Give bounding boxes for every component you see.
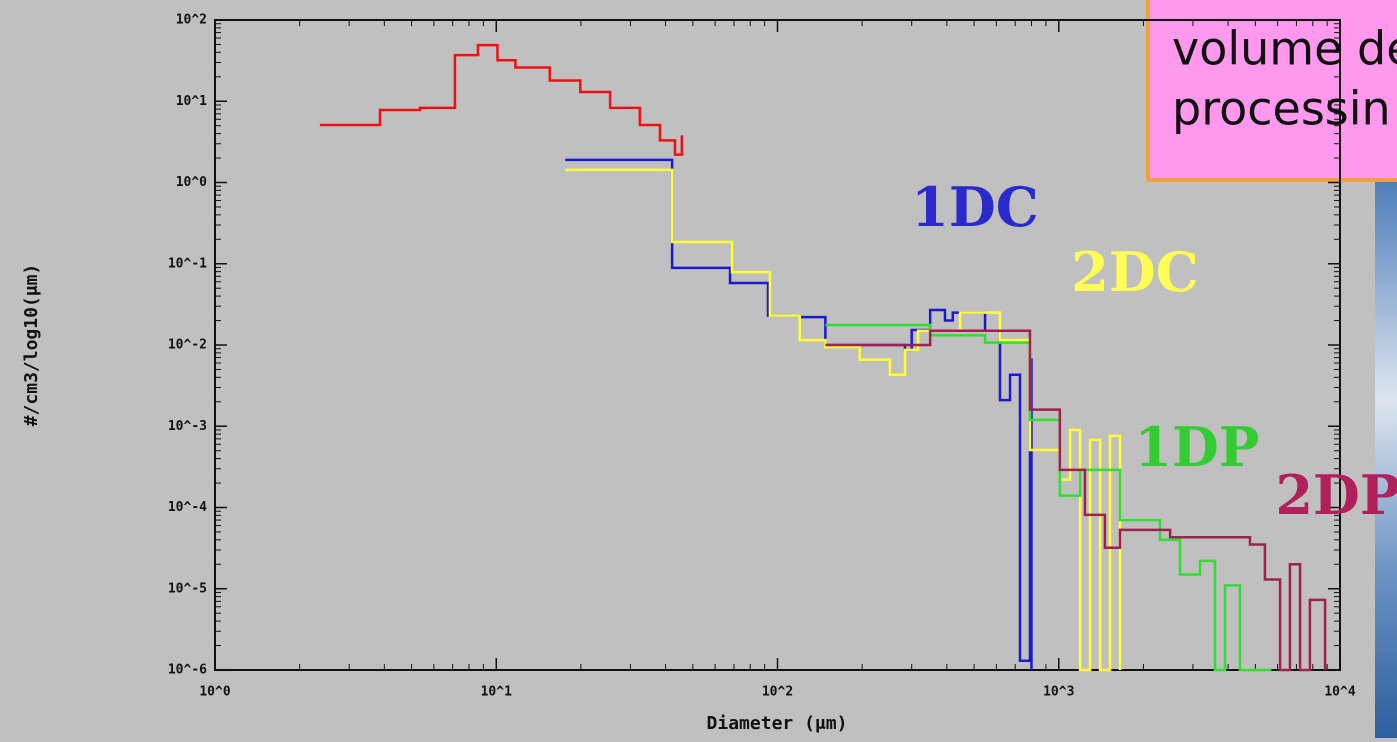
y-tick-label: 10^2	[176, 13, 207, 28]
x-tick-label: 10^4	[1324, 685, 1355, 700]
background-photo	[1375, 175, 1397, 738]
x-tick-label: 10^3	[1043, 685, 1074, 700]
y-tick-label: 10^0	[176, 175, 207, 190]
note-line: processin	[1172, 82, 1391, 136]
y-tick-label: 10^-5	[168, 581, 207, 596]
x-axis-label: Diameter (μm)	[707, 713, 848, 734]
y-tick-label: 10^-6	[168, 663, 207, 678]
annotation: 2DP	[1275, 463, 1397, 527]
series-line	[825, 323, 1272, 672]
annotation: 1DC	[911, 175, 1038, 239]
x-tick-label: 10^0	[199, 685, 230, 700]
y-tick-label: 10^-1	[168, 256, 207, 271]
annotation: 1DP	[1134, 415, 1259, 479]
note-line: volume de	[1172, 22, 1397, 76]
y-axis-label: #/cm3/log10(μm)	[21, 264, 42, 427]
series-line	[319, 43, 684, 156]
note-box	[1146, 0, 1397, 182]
y-tick-label: 10^-2	[168, 338, 207, 353]
annotation: 2DC	[1071, 240, 1198, 304]
x-tick-label: 10^1	[481, 685, 512, 700]
series-line	[825, 329, 1327, 672]
y-tick-label: 10^1	[176, 94, 207, 109]
x-tick-label: 10^2	[762, 685, 793, 700]
y-tick-label: 10^-3	[168, 419, 207, 434]
series-line	[565, 158, 1033, 670]
y-tick-label: 10^-4	[168, 500, 207, 515]
